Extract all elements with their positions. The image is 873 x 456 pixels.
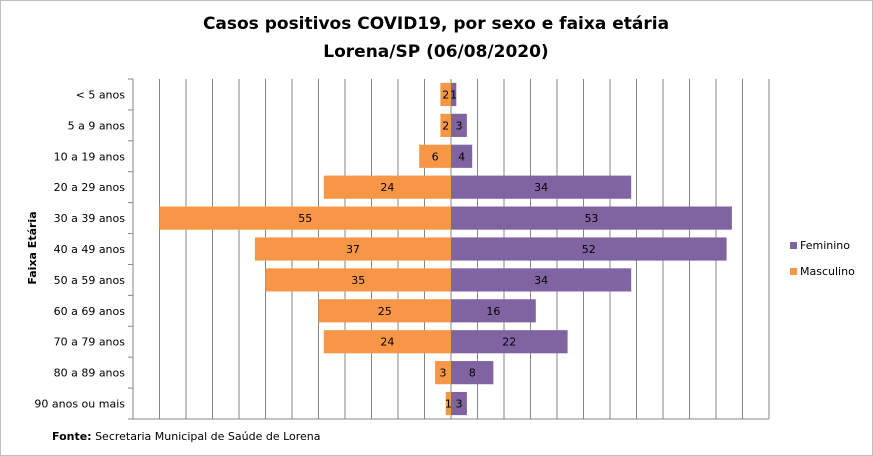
data-label-feminino: 52 xyxy=(582,243,596,256)
data-label-feminino: 53 xyxy=(584,212,598,225)
bar-masculino xyxy=(254,237,451,261)
legend-label-feminino: Feminino xyxy=(800,239,850,252)
source-label: Fonte: xyxy=(52,430,92,443)
chart-title-line2: Lorena/SP (06/08/2020) xyxy=(323,42,548,62)
data-label-feminino: 1 xyxy=(450,88,457,101)
data-label-feminino: 16 xyxy=(486,305,500,318)
source-note: Fonte: Secretaria Municipal de Saúde de … xyxy=(52,430,321,443)
y-tick-label: 10 a 19 anos xyxy=(54,150,126,163)
bar-masculino xyxy=(265,268,451,292)
bar-masculino xyxy=(419,144,451,168)
data-label-feminino: 34 xyxy=(534,181,548,194)
bar-masculino xyxy=(318,299,451,323)
bar-feminino xyxy=(451,299,536,323)
y-tick-label: 20 a 29 anos xyxy=(54,181,126,194)
y-tick-label: 90 anos ou mais xyxy=(34,398,125,411)
y-tick-label: 40 a 49 anos xyxy=(54,243,126,256)
data-label-feminino: 3 xyxy=(455,119,462,132)
y-axis-title: Faixa Etária xyxy=(26,211,39,284)
bar-masculino xyxy=(440,113,451,137)
bar-feminino xyxy=(451,175,632,199)
data-label-masculino: 24 xyxy=(380,181,394,194)
data-label-masculino: 2 xyxy=(442,88,449,101)
data-label-masculino: 3 xyxy=(440,367,447,380)
bar-feminino xyxy=(451,268,632,292)
bar-masculino xyxy=(435,361,451,385)
data-label-masculino: 55 xyxy=(298,212,312,225)
data-label-feminino: 34 xyxy=(534,274,548,287)
bars-group xyxy=(159,82,732,416)
y-tick-label: 60 a 69 anos xyxy=(54,305,126,318)
data-label-feminino: 3 xyxy=(455,398,462,411)
data-label-feminino: 4 xyxy=(458,150,465,163)
data-label-masculino: 24 xyxy=(380,336,394,349)
data-label-masculino: 37 xyxy=(346,243,360,256)
bar-masculino xyxy=(445,391,451,416)
bar-feminino xyxy=(451,361,494,385)
legend-swatch-masculino xyxy=(790,268,797,275)
data-label-masculino: 6 xyxy=(432,150,439,163)
bar-masculino xyxy=(323,330,451,354)
data-label-feminino: 22 xyxy=(502,336,516,349)
bar-feminino xyxy=(451,391,467,416)
bar-feminino xyxy=(451,206,732,230)
y-tick-label: 70 a 79 anos xyxy=(54,336,126,349)
data-label-masculino: 1 xyxy=(445,398,452,411)
legend-label-masculino: Masculino xyxy=(800,265,855,278)
y-tick-label: < 5 anos xyxy=(76,88,126,101)
bar-feminino xyxy=(451,330,568,354)
bar-feminino xyxy=(451,237,727,261)
y-tick-label: 50 a 59 anos xyxy=(54,274,126,287)
data-label-masculino: 25 xyxy=(378,305,392,318)
y-tick-label: 80 a 89 anos xyxy=(54,367,126,380)
data-label-masculino: 35 xyxy=(351,274,365,287)
chart-title-line1: Casos positivos COVID19, por sexo e faix… xyxy=(203,14,669,34)
data-label-feminino: 8 xyxy=(469,367,476,380)
legend: Feminino Masculino xyxy=(790,239,855,278)
data-label-masculino: 2 xyxy=(442,119,449,132)
bar-masculino xyxy=(159,206,451,230)
bar-feminino xyxy=(451,82,457,107)
bar-masculino xyxy=(440,82,451,107)
y-tick-label: 30 a 39 anos xyxy=(54,212,126,225)
y-tick-label: 5 a 9 anos xyxy=(68,119,126,132)
legend-swatch-feminino xyxy=(790,242,797,249)
bar-feminino xyxy=(451,113,467,137)
source-text: Secretaria Municipal de Saúde de Lorena xyxy=(91,430,321,443)
bar-feminino xyxy=(451,144,473,168)
bar-masculino xyxy=(323,175,451,199)
